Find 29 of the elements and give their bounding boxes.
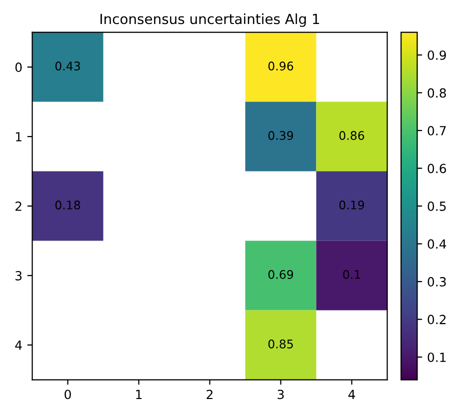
color-bar-label: 0.1 [428, 352, 446, 362]
color-bar-label: 0.3 [428, 277, 446, 286]
x-tick-label: 3 [278, 390, 284, 400]
data-label: 0.39 [268, 131, 294, 140]
color-bar-label: 0.4 [428, 239, 446, 249]
color-bar-label: 0.6 [428, 164, 446, 174]
y-tick-label: 2 [16, 202, 22, 211]
x-tick-label: 0 [64, 390, 71, 400]
data-label: 0.19 [339, 200, 364, 210]
x-tick-label: 2 [206, 390, 212, 399]
y-tick-label: 3 [16, 271, 22, 280]
y-tick-label: 4 [15, 340, 22, 350]
chart-title: Inconsensus uncertainties Alg 1 [100, 13, 320, 27]
color-bar-label: 0.7 [428, 126, 446, 136]
data-label: 0.43 [55, 62, 80, 70]
data-label: 0.18 [55, 200, 80, 210]
data-label: 0.1 [343, 270, 360, 279]
color-bar-label: 0.8 [428, 88, 446, 98]
color-bar-label: 0.5 [428, 202, 446, 211]
color-bar-label: 0.9 [428, 50, 446, 60]
x-tick-label: 1 [136, 390, 142, 399]
data-label: 0.86 [339, 131, 364, 140]
y-tick-label: 1 [16, 132, 22, 142]
data-label: 0.85 [268, 340, 293, 348]
x-tick-label: 4 [348, 390, 356, 399]
y-tick-label: 0 [15, 62, 22, 72]
data-label: 0.69 [268, 270, 294, 279]
color-bar-label: 0.2 [428, 314, 446, 324]
data-label: 0.96 [268, 62, 294, 70]
